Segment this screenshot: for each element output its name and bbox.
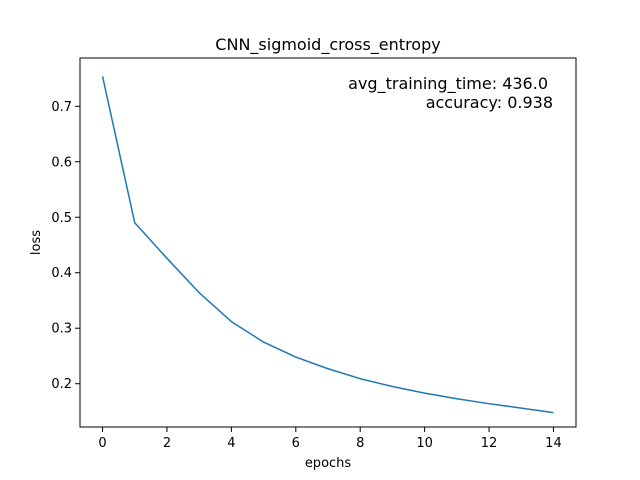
x-tick-label: 6 bbox=[292, 436, 300, 451]
y-tick-label: 0.2 bbox=[51, 377, 72, 392]
x-tick-label: 0 bbox=[98, 436, 106, 451]
axes-frame bbox=[79, 57, 577, 428]
y-axis-label: loss bbox=[29, 230, 44, 255]
plot-area bbox=[101, 76, 554, 414]
x-tick-label: 14 bbox=[545, 436, 562, 451]
y-tick-label: 0.4 bbox=[51, 266, 72, 281]
x-tick-label: 12 bbox=[481, 436, 498, 451]
chart-title: CNN_sigmoid_cross_entropy bbox=[215, 35, 440, 55]
avg-training-time-annotation: avg_training_time: 436.0 bbox=[348, 74, 548, 94]
y-tick-label: 0.3 bbox=[51, 322, 72, 337]
x-tick-label: 2 bbox=[163, 436, 171, 451]
x-axis-label: epochs bbox=[305, 456, 352, 471]
y-tick-label: 0.6 bbox=[51, 155, 72, 170]
x-tick-label: 10 bbox=[416, 436, 433, 451]
accuracy-annotation: accuracy: 0.938 bbox=[426, 93, 553, 112]
y-tick-label: 0.5 bbox=[51, 211, 72, 226]
loss-series-line bbox=[101, 76, 554, 414]
axis-ticks: 0 2 4 6 8 10 12 14 0.2 0.3 0.4 0.5 0.6 0.7 bbox=[51, 100, 561, 451]
x-tick-label: 4 bbox=[227, 436, 235, 451]
y-tick-label: 0.7 bbox=[51, 100, 72, 115]
x-tick-label: 8 bbox=[356, 436, 364, 451]
